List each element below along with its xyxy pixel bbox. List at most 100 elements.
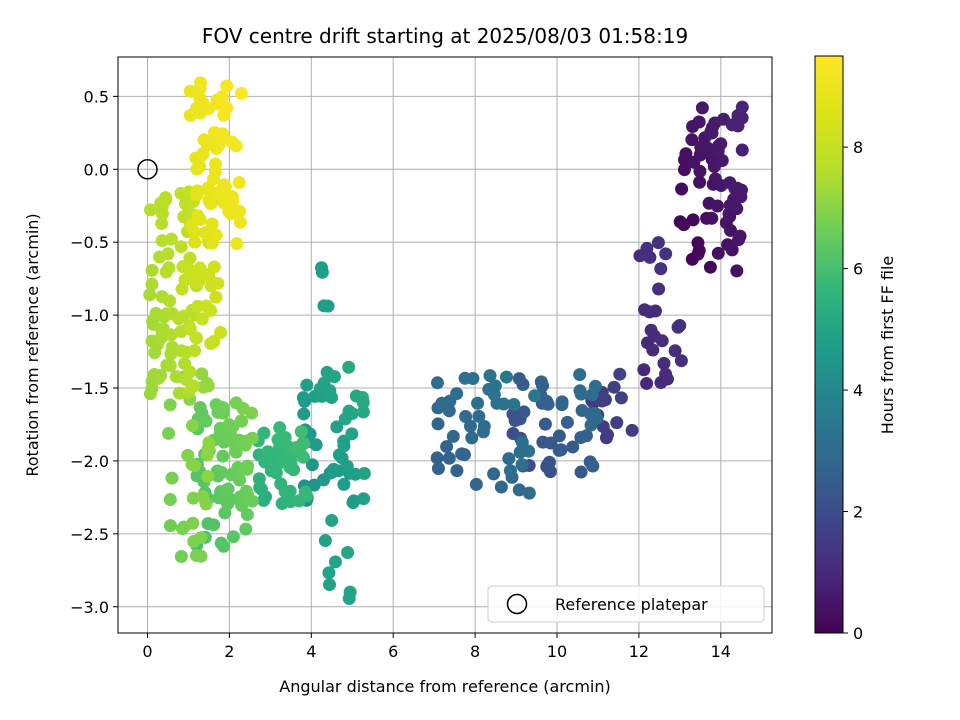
data-point [528, 389, 542, 403]
data-point [195, 312, 209, 326]
data-point [685, 133, 699, 147]
x-tick-label: 12 [629, 642, 649, 661]
data-point [193, 401, 207, 415]
data-point [183, 365, 197, 379]
data-point [321, 299, 335, 313]
data-point [503, 464, 517, 478]
data-point [190, 184, 204, 198]
y-tick-label: −3.0 [70, 598, 109, 617]
data-point [207, 335, 221, 349]
data-point [328, 555, 342, 569]
data-point [235, 414, 249, 428]
data-point [431, 461, 445, 475]
data-point [216, 127, 230, 141]
data-point [637, 363, 651, 377]
data-point [205, 217, 219, 231]
y-tick-label: −0.5 [70, 233, 109, 252]
data-point [357, 467, 371, 481]
data-point [534, 375, 548, 389]
data-point [214, 325, 228, 339]
data-point [540, 394, 554, 408]
data-points [143, 76, 749, 605]
data-point [723, 223, 737, 237]
data-point [164, 232, 178, 246]
data-point [705, 211, 719, 225]
data-point [679, 147, 693, 161]
data-point [640, 376, 654, 390]
data-point [233, 215, 247, 229]
data-point [686, 213, 700, 227]
data-point [497, 397, 511, 411]
colorbar-tick-label: 0 [853, 624, 863, 643]
data-point [555, 395, 569, 409]
data-point [646, 343, 660, 357]
data-point [701, 141, 715, 155]
data-point [186, 491, 200, 505]
data-point [574, 465, 588, 479]
colorbar-ticks: 0 2 4 6 8 [843, 138, 863, 643]
data-point [588, 406, 602, 420]
data-point [318, 534, 332, 548]
data-point [233, 473, 247, 487]
data-point [450, 387, 464, 401]
data-point [178, 273, 192, 287]
data-point [446, 429, 460, 443]
data-point [195, 367, 209, 381]
data-point [691, 236, 705, 250]
data-point [144, 203, 158, 217]
data-point [614, 391, 628, 405]
data-point [522, 486, 536, 500]
data-point [202, 436, 216, 450]
y-tick-label: −2.0 [70, 452, 109, 471]
data-point [430, 376, 444, 390]
data-point [220, 101, 234, 115]
data-point [274, 477, 288, 491]
data-point [442, 404, 456, 418]
y-axis-label: Rotation from reference (arcmin) [23, 213, 42, 476]
data-point [194, 76, 208, 90]
data-point [340, 459, 354, 473]
data-point [239, 522, 253, 536]
data-point [512, 372, 526, 386]
data-point [554, 443, 568, 457]
data-point [648, 304, 662, 318]
data-point [217, 539, 231, 553]
x-tick-label: 10 [547, 642, 567, 661]
y-axis-ticks: −3.0 −2.5 −2.0 −1.5 −1.0 −0.5 0.0 0.5 [70, 87, 118, 617]
data-point [517, 405, 531, 419]
data-point [229, 139, 243, 153]
data-point [725, 243, 739, 257]
data-point [207, 260, 221, 274]
data-point [159, 191, 173, 205]
data-point [241, 459, 255, 473]
data-point [677, 163, 691, 177]
data-point [450, 464, 464, 478]
data-point [207, 518, 221, 532]
data-point [675, 182, 689, 196]
data-point [163, 359, 177, 373]
data-point [673, 319, 687, 333]
data-point [169, 370, 183, 384]
data-point [174, 550, 188, 564]
data-point [245, 431, 259, 445]
data-point [208, 157, 222, 171]
data-point [162, 426, 176, 440]
data-point [245, 494, 259, 508]
data-point [239, 484, 253, 498]
data-point [566, 440, 580, 454]
data-point [693, 175, 707, 189]
data-point [715, 153, 729, 167]
data-point [163, 398, 177, 412]
data-point [515, 458, 529, 472]
data-point [573, 368, 587, 382]
colorbar-tick-label: 6 [853, 260, 863, 279]
chart-title: FOV centre drift starting at 2025/08/03 … [202, 24, 688, 48]
data-point [164, 328, 178, 342]
data-point [298, 485, 312, 499]
colorbar-tick-label: 2 [853, 503, 863, 522]
data-point [640, 241, 654, 255]
data-point [186, 516, 200, 530]
x-tick-label: 4 [306, 642, 316, 661]
data-point [472, 409, 486, 423]
